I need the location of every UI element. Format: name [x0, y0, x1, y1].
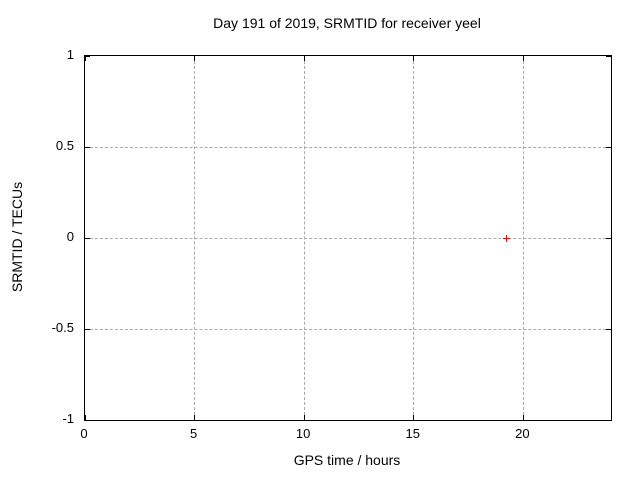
y-tick-mark-left	[85, 146, 90, 148]
x-tick-label: 20	[515, 426, 530, 441]
x-tick-label: 0	[80, 426, 88, 441]
y-tick-mark-left	[85, 55, 90, 57]
x-tick-mark-top	[413, 56, 415, 61]
x-tick-label: 15	[405, 426, 420, 441]
x-tick-mark-top	[303, 56, 305, 61]
y-tick-mark-left	[85, 237, 90, 239]
y-tick-label: 1	[66, 47, 74, 62]
x-tick-mark-bottom	[303, 415, 305, 420]
grid-line-horizontal	[85, 328, 611, 330]
chart-title: Day 191 of 2019, SRMTID for receiver yee…	[213, 15, 481, 31]
grid-line-horizontal	[85, 146, 611, 148]
x-tick-mark-bottom	[84, 415, 86, 420]
x-tick-mark-top	[194, 56, 196, 61]
x-tick-mark-top	[522, 56, 524, 61]
y-tick-label: -0.5	[51, 320, 74, 335]
x-tick-mark-bottom	[194, 415, 196, 420]
y-tick-mark-right	[606, 419, 611, 421]
y-tick-label: -1	[62, 411, 74, 426]
plot-area	[84, 55, 612, 421]
y-tick-mark-right	[606, 55, 611, 57]
data-point-marker	[503, 234, 511, 242]
y-tick-label: 0.5	[55, 138, 74, 153]
y-tick-mark-right	[606, 328, 611, 330]
grid-line-horizontal	[85, 237, 611, 239]
y-tick-mark-left	[85, 419, 90, 421]
x-tick-mark-top	[84, 56, 86, 61]
marker-vertical-bar	[506, 234, 508, 242]
x-axis-label: GPS time / hours	[293, 452, 401, 468]
y-tick-mark-right	[606, 237, 611, 239]
x-tick-label: 5	[189, 426, 198, 441]
x-tick-mark-bottom	[413, 415, 415, 420]
y-tick-mark-left	[85, 328, 90, 330]
x-tick-label: 10	[295, 426, 311, 441]
y-tick-mark-right	[606, 146, 611, 148]
x-tick-mark-bottom	[522, 415, 524, 420]
y-tick-label: 0	[66, 229, 74, 244]
